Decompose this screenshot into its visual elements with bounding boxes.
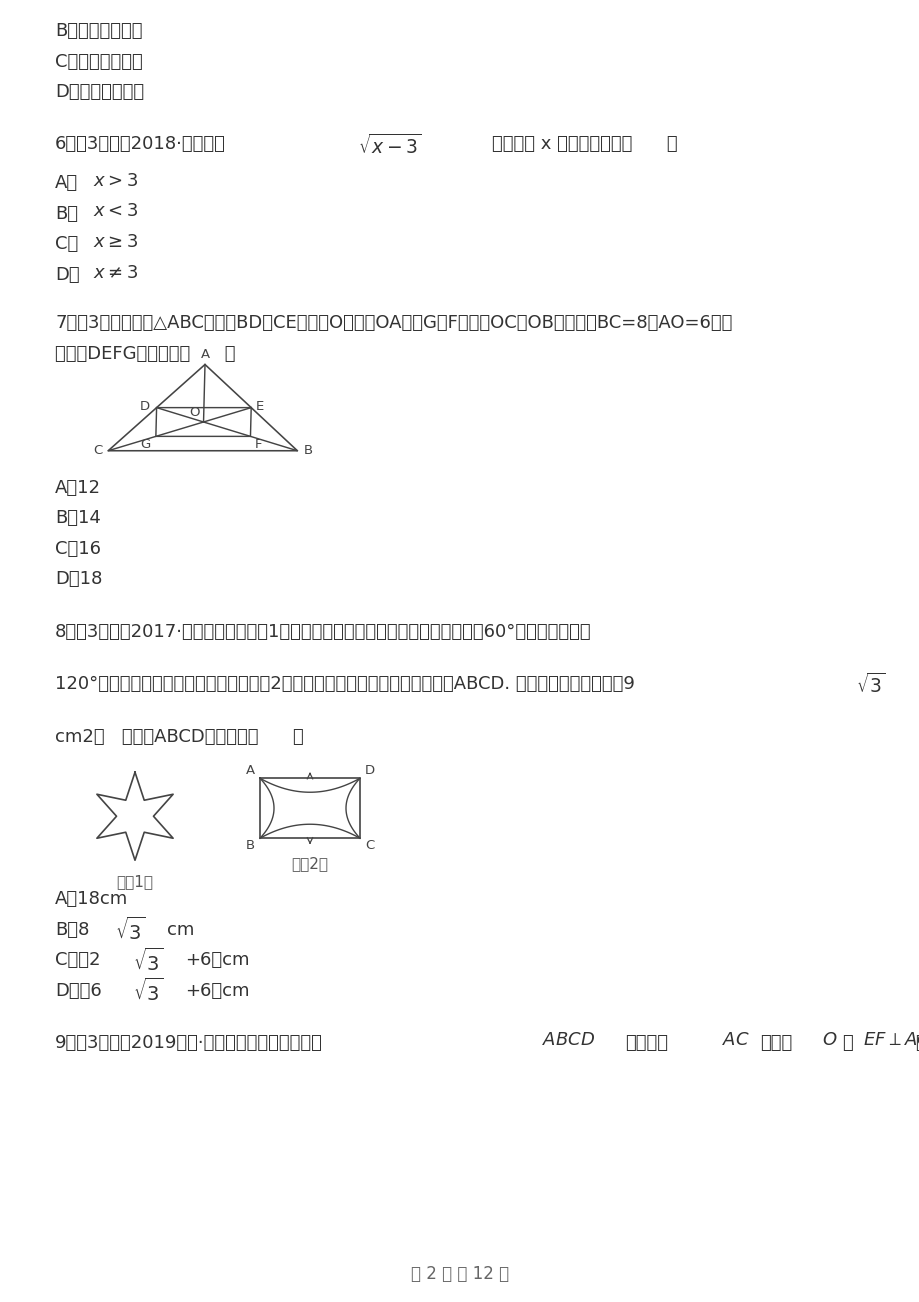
Text: D．第二、四象限: D．第二、四象限: [55, 83, 144, 102]
Text: B: B: [245, 840, 255, 853]
Text: D．18: D．18: [55, 570, 102, 589]
Text: 的对角线: 的对角线: [624, 1034, 667, 1052]
Text: B．8: B．8: [55, 921, 89, 939]
Text: A．: A．: [55, 174, 78, 191]
Text: G: G: [141, 439, 151, 452]
Text: $\sqrt{3}$: $\sqrt{3}$: [855, 672, 885, 697]
Text: D．: D．: [55, 266, 80, 284]
Text: D: D: [140, 400, 150, 413]
Text: 图（2）: 图（2）: [291, 857, 328, 871]
Text: C: C: [365, 840, 374, 853]
Text: B．: B．: [55, 204, 78, 223]
Text: C．16: C．16: [55, 540, 101, 557]
Text: $\sqrt{3}$: $\sqrt{3}$: [133, 978, 164, 1005]
Text: cm2，   则矩形ABCD的周长为（      ）: cm2， 则矩形ABCD的周长为（ ）: [55, 728, 303, 746]
Text: A: A: [200, 348, 210, 361]
Text: B．第一、二象限: B．第一、二象限: [55, 22, 142, 40]
Text: $\sqrt{x-3}$: $\sqrt{x-3}$: [357, 134, 421, 158]
Text: 6．（3分）（2018·扬州）使: 6．（3分）（2018·扬州）使: [55, 135, 226, 154]
Text: 8．（3分）（2017·海曙模拟）如图（1）是一个六角星的纸板，其中六个锐角都为60°，六个钝角都为: 8．（3分）（2017·海曙模拟）如图（1）是一个六角星的纸板，其中六个锐角都为…: [55, 622, 591, 641]
Text: 有意义的 x 的取值范围是（      ）: 有意义的 x 的取值范围是（ ）: [492, 135, 677, 154]
Text: $x<3$: $x<3$: [93, 203, 138, 220]
Text: $AC$: $AC$: [721, 1031, 749, 1049]
Text: B: B: [303, 444, 312, 457]
Text: $\sqrt{3}$: $\sqrt{3}$: [133, 948, 164, 974]
Text: 7．（3分）如图，△ABC的中线BD、CE交于点O，连接OA，点G、F分别为OC、OB的中点，BC=8，AO=6，则: 7．（3分）如图，△ABC的中线BD、CE交于点O，连接OA，点G、F分别为OC…: [55, 314, 732, 332]
Text: O: O: [188, 406, 199, 419]
Text: $x\neq3$: $x\neq3$: [93, 263, 138, 281]
Text: E: E: [255, 400, 264, 413]
Text: 作: 作: [841, 1034, 852, 1052]
Text: $O$: $O$: [821, 1031, 836, 1049]
Text: C．第二、三象限: C．第二、三象限: [55, 52, 142, 70]
Text: B．14: B．14: [55, 509, 101, 527]
Text: 四边形DEFG的周长为（      ）: 四边形DEFG的周长为（ ）: [55, 345, 235, 362]
Text: C: C: [93, 444, 102, 457]
Text: 120°，每条边都相等，现将该纸板按图（2）切割，并无缝隙无重叠地拼成矩形ABCD. 若六角星纸板的面积为9: 120°，每条边都相等，现将该纸板按图（2）切割，并无缝隙无重叠地拼成矩形ABC…: [55, 676, 634, 693]
Text: C．（2: C．（2: [55, 952, 100, 969]
Text: $x\geq3$: $x\geq3$: [93, 233, 138, 251]
Text: F: F: [255, 439, 262, 452]
Text: C．: C．: [55, 234, 78, 253]
Text: D: D: [365, 764, 375, 777]
Text: 第 2 页 共 12 页: 第 2 页 共 12 页: [411, 1266, 508, 1282]
Text: 9．（3分）（2019八下·鹿邑期中）如图，过矩形: 9．（3分）（2019八下·鹿邑期中）如图，过矩形: [55, 1034, 323, 1052]
Text: $ABCD$: $ABCD$: [541, 1031, 595, 1049]
Text: A: A: [245, 764, 255, 777]
Text: $x>3$: $x>3$: [93, 172, 138, 190]
Text: A．18cm: A．18cm: [55, 891, 128, 909]
Text: $\sqrt{3}$: $\sqrt{3}$: [115, 917, 145, 944]
Text: +6）cm: +6）cm: [185, 982, 249, 1000]
Text: 的中点: 的中点: [759, 1034, 791, 1052]
Text: cm: cm: [167, 921, 194, 939]
Text: 图（1）: 图（1）: [117, 874, 153, 889]
Text: A．12: A．12: [55, 479, 101, 497]
Text: $EF\perp AC$: $EF\perp AC$: [862, 1031, 919, 1049]
Text: D．（6: D．（6: [55, 982, 102, 1000]
Text: ，交: ，交: [914, 1034, 919, 1052]
Text: +6）cm: +6）cm: [185, 952, 249, 969]
